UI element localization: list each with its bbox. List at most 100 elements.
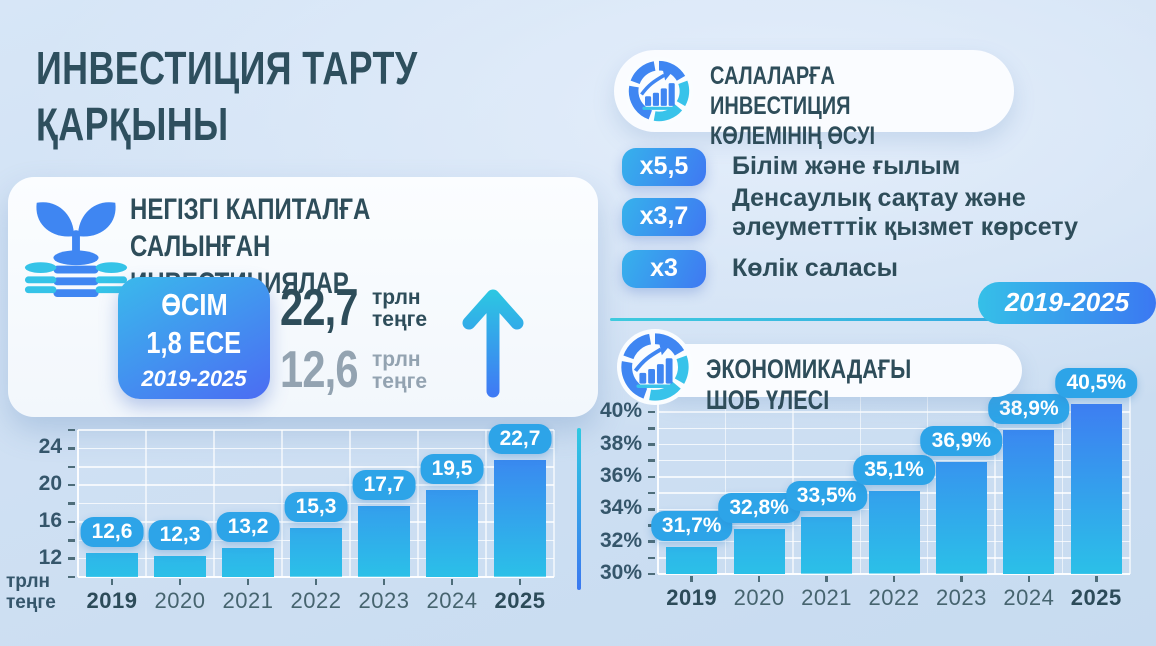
x-axis-tick: [110, 579, 114, 585]
y-axis-tick: [68, 447, 75, 450]
y-axis-label: 20: [38, 472, 62, 496]
y-axis-unit-label: трлн теңге: [6, 571, 56, 613]
gridline: [724, 396, 727, 574]
gridline: [213, 430, 215, 577]
y-axis-tick: [648, 475, 655, 479]
bar-value-badge: 12,3: [148, 519, 212, 550]
x-axis-label: 2025: [1070, 585, 1122, 610]
growth-arrow-icon: [462, 289, 524, 398]
x-axis-label: 2022: [868, 585, 920, 610]
y-axis-tick: [648, 410, 655, 414]
y-axis-label: 38%: [599, 431, 642, 455]
bar-2021: [801, 517, 853, 574]
period-badge: 2019-2025: [978, 282, 1156, 324]
gridline: [417, 430, 419, 577]
x-axis-tick: [450, 579, 454, 585]
bar-value-badge: 38,9%: [988, 393, 1070, 424]
y-axis-label: 24: [38, 435, 62, 459]
bar-2025: [1070, 404, 1122, 574]
x-axis-tick: [690, 576, 693, 582]
bar-value-badge: 40,5%: [1055, 368, 1138, 399]
bar-value-badge: 33,5%: [785, 481, 868, 512]
x-axis-tick: [518, 579, 522, 585]
growth-badge-period: 2019-2025: [141, 366, 247, 391]
bar-2022: [868, 491, 920, 574]
sector-multiplier-transport: x3: [622, 250, 706, 288]
bar-2023: [358, 506, 410, 577]
y-axis-label: 32%: [599, 528, 642, 552]
gridline: [994, 396, 996, 574]
sector-multiplier-healthcare: x3,7: [622, 198, 706, 236]
y-axis-tick: [68, 575, 75, 579]
growth-badge-word: ӨСІМ: [160, 287, 228, 322]
sector-label-education: Білім және ғылым: [732, 152, 961, 180]
y-axis-line: [77, 430, 79, 577]
x-axis-tick: [757, 576, 761, 582]
section-divider-line: [577, 428, 581, 590]
growth-badge: ӨСІМ 1,8 ЕСЕ 2019-2025: [118, 277, 270, 399]
y-axis-tick: [68, 428, 75, 432]
y-axis-tick: [68, 465, 75, 468]
gridline: [78, 429, 554, 431]
current-investment-value: 22,7: [280, 279, 359, 337]
y-axis-tick: [648, 491, 655, 495]
gridline: [553, 430, 555, 577]
x-axis-tick: [825, 576, 828, 582]
y-axis-tick: [648, 556, 655, 560]
y-axis-tick: [68, 520, 75, 524]
bar-value-badge: 13,2: [216, 511, 280, 542]
x-axis-tick: [382, 579, 386, 585]
x-axis-label: 2023: [935, 585, 987, 610]
gridline: [281, 430, 283, 577]
y-axis-tick: [648, 459, 655, 462]
bar-value-badge: 36,9%: [920, 426, 1003, 457]
investment-card: НЕГІЗГІ КАПИТАЛҒА САЛЫНҒАН ИНВЕСТИЦИЯЛАР…: [8, 177, 598, 417]
y-axis-label: 12: [38, 545, 62, 569]
x-axis-label: 2024: [1003, 585, 1055, 610]
x-axis-tick: [246, 579, 250, 585]
sector-growth-chart-icon: [624, 56, 694, 126]
x-axis-tick: [1095, 576, 1098, 582]
sme-share-bar-chart: 30% 32% 34% 36% 38% 40% 31,7% 2019 32,8% 2020 33,5…: [600, 368, 1138, 610]
bar-2019: [666, 546, 718, 574]
y-axis-label: 16: [38, 508, 62, 532]
bar-2021: [222, 547, 274, 577]
plant-coins-icon: [24, 202, 128, 298]
y-axis-tick: [648, 427, 655, 430]
sectors-header-card: САЛАЛАРҒА ИНВЕСТИЦИЯ КӨЛЕМІНІҢ ӨСУІ: [614, 50, 1014, 150]
gridline: [349, 430, 351, 577]
y-axis-tick: [648, 572, 655, 576]
bar-2025: [494, 460, 546, 577]
x-axis-label: 2022: [290, 588, 342, 613]
x-axis-label: 2019: [86, 588, 138, 613]
y-axis-tick: [68, 539, 75, 542]
bar-value-badge: 17,7: [352, 470, 416, 501]
bar-2022: [290, 528, 342, 577]
y-axis-tick: [648, 540, 655, 543]
bar-2024: [1003, 429, 1055, 574]
gridline: [78, 484, 554, 486]
bar-value-badge: 19,5: [420, 453, 484, 484]
gridline: [1061, 396, 1064, 574]
sme-growth-chart-icon: [616, 328, 694, 406]
gridline: [485, 430, 487, 577]
page-title-line2: ҚАРҚЫНЫ: [36, 98, 229, 150]
x-axis-label: 2025: [494, 588, 546, 613]
gridline: [926, 396, 929, 574]
investment-bar-chart: 12 16 20 24 трлн теңге 12,6 2019 12,3 2020 13,2 202…: [6, 424, 555, 613]
x-axis-tick: [178, 579, 182, 585]
x-axis-label: 2023: [358, 588, 410, 613]
bar-value-badge: 32,8%: [718, 492, 800, 523]
bar-value-badge: 35,1%: [853, 455, 935, 486]
y-axis-label: 30%: [599, 561, 642, 584]
bar-2023: [935, 462, 987, 574]
y-axis-label: 36%: [599, 463, 642, 487]
gridline: [658, 411, 1130, 413]
x-axis-tick: [960, 576, 963, 582]
y-axis-tick: [648, 443, 655, 446]
bar-value-badge: 15,3: [284, 492, 348, 523]
gridline: [658, 443, 1130, 446]
y-axis-tick: [648, 508, 655, 511]
previous-investment-value: 12,6: [280, 341, 359, 399]
